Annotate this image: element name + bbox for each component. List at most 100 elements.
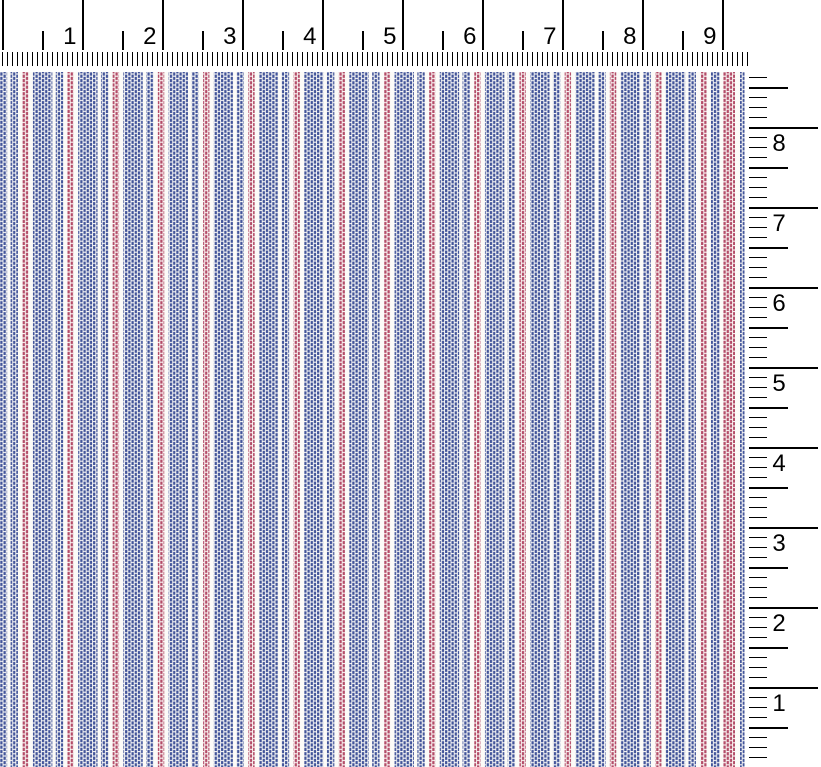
ruler-tick-half-inch [749, 646, 788, 649]
ruler-tick-sixteenth [137, 52, 138, 66]
right-ruler-number: 8 [772, 129, 786, 157]
ruler-tick-sixteenth [662, 52, 663, 66]
ruler-tick-sixteenth [482, 52, 483, 66]
ruler-tick-half-inch [749, 726, 788, 729]
ruler-tick-eighth [749, 236, 767, 238]
red-pinstripe [338, 72, 346, 767]
ruler-tick-eighth [749, 576, 767, 578]
ruler-tick-eighth [749, 156, 767, 158]
ruler-tick-eighth [749, 96, 767, 98]
ruler-tick-eighth [749, 426, 767, 428]
ruler-tick-half-inch [601, 31, 604, 50]
red-pinstripe [22, 72, 29, 767]
ruler-tick-eighth [749, 196, 767, 198]
top-ruler-number: 7 [543, 23, 557, 50]
ruler-tick-sixteenth [17, 52, 18, 66]
ruler-tick-sixteenth [287, 52, 288, 66]
ruler-tick-sixteenth [242, 52, 243, 66]
ruler-tick-eighth [749, 676, 767, 678]
ruler-tick-sixteenth [77, 52, 78, 66]
ruler-tick-eighth [749, 536, 767, 538]
ruler-tick-sixteenth [22, 52, 23, 66]
ruler-tick-eighth [749, 496, 767, 498]
narrow-blue-stripe [643, 72, 651, 767]
ruler-tick-eighth [749, 716, 767, 718]
ruler-tick-sixteenth [187, 52, 188, 66]
ruler-tick-sixteenth [97, 52, 98, 66]
ruler-tick-sixteenth [112, 52, 113, 66]
ruler-tick-sixteenth [87, 52, 88, 66]
ruler-tick-sixteenth [142, 52, 143, 66]
ruler-tick-half-inch [361, 31, 364, 50]
ruler-tick-sixteenth [377, 52, 378, 66]
right-ruler-number: 4 [772, 449, 786, 477]
ruler-tick-eighth [749, 456, 767, 458]
red-pinstripe [700, 72, 707, 767]
ruler-tick-sixteenth [362, 52, 363, 66]
ruler-tick-sixteenth [247, 52, 248, 66]
fabric-swatch [0, 72, 745, 767]
ruler-tick-sixteenth [257, 52, 258, 66]
ruler-tick-sixteenth [67, 52, 68, 66]
red-pinstripe [112, 72, 120, 767]
top-ruler: 1 2 3 4 5 6 7 8 9 [0, 0, 821, 70]
ruler-tick-half-inch [121, 31, 124, 50]
red-pinstripe [383, 72, 391, 767]
wide-blue-stripe [665, 72, 686, 767]
ruler-tick-inch [241, 0, 244, 50]
top-ruler-number: 3 [223, 23, 237, 50]
top-ruler-number: 8 [623, 23, 637, 50]
ruler-tick-sixteenth [327, 52, 328, 66]
ruler-tick-eighth [749, 106, 767, 108]
ruler-tick-sixteenth [272, 52, 273, 66]
ruler-tick-sixteenth [497, 52, 498, 66]
ruler-tick-sixteenth [462, 52, 463, 66]
ruler-tick-inch [561, 0, 564, 50]
ruler-tick-sixteenth [182, 52, 183, 66]
red-pinstripe [519, 72, 526, 767]
ruler-tick-sixteenth [197, 52, 198, 66]
ruler-tick-sixteenth [212, 52, 213, 66]
ruler-tick-inch [749, 686, 818, 689]
ruler-tick-sixteenth [92, 52, 93, 66]
ruler-tick-sixteenth [717, 52, 718, 66]
ruler-tick-sixteenth [692, 52, 693, 66]
ruler-tick-sixteenth [72, 52, 73, 66]
ruler-tick-sixteenth [657, 52, 658, 66]
top-ruler-number: 9 [703, 23, 717, 50]
ruler-tick-sixteenth [132, 52, 133, 66]
ruler-tick-sixteenth [552, 52, 553, 66]
ruler-tick-eighth [749, 666, 767, 668]
right-ruler-number: 2 [772, 609, 786, 637]
ruler-tick-sixteenth [237, 52, 238, 66]
ruler-tick-sixteenth [172, 52, 173, 66]
ruler-tick-eighth [749, 656, 767, 658]
ruler-tick-eighth [749, 736, 767, 738]
ruler-tick-sixteenth [542, 52, 543, 66]
ruler-tick-inch [721, 0, 724, 50]
ruler-tick-sixteenth [487, 52, 488, 66]
ruler-tick-sixteenth [307, 52, 308, 66]
red-pinstripe [157, 72, 165, 767]
top-ruler-number: 4 [303, 23, 317, 50]
ruler-tick-sixteenth [367, 52, 368, 66]
ruler-tick-sixteenth [7, 52, 8, 66]
ruler-tick-sixteenth [47, 52, 48, 66]
ruler-tick-sixteenth [722, 52, 723, 66]
ruler-tick-sixteenth [677, 52, 678, 66]
narrow-blue-stripe [281, 72, 290, 767]
wide-blue-stripe [213, 72, 234, 767]
ruler-tick-inch [749, 366, 818, 369]
ruler-tick-inch [321, 0, 324, 50]
ruler-tick-half-inch [521, 31, 524, 50]
ruler-tick-eighth [749, 316, 767, 318]
wide-blue-stripe [349, 72, 369, 767]
wide-blue-stripe [394, 72, 414, 767]
top-ruler-number: 5 [383, 23, 397, 50]
ruler-tick-sixteenth [617, 52, 618, 66]
ruler-tick-sixteenth [737, 52, 738, 66]
ruler-tick-sixteenth [52, 52, 53, 66]
narrow-blue-stripe [598, 72, 606, 767]
right-ruler-number: 5 [772, 369, 786, 397]
ruler-tick-eighth [749, 696, 767, 698]
